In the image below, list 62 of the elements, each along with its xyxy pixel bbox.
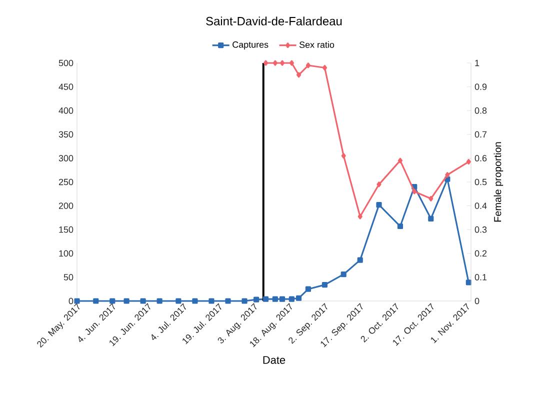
point bbox=[428, 216, 434, 222]
point bbox=[398, 158, 403, 164]
y2-tick-label: 0.1 bbox=[474, 274, 487, 280]
point bbox=[340, 272, 346, 278]
point bbox=[412, 188, 417, 194]
y-tick-label: 100 bbox=[59, 250, 74, 257]
y-tick-label: 50 bbox=[64, 274, 74, 280]
point bbox=[272, 60, 278, 66]
y2-tick-label: 0.8 bbox=[474, 107, 487, 114]
y2-tick-label: 0.4 bbox=[474, 202, 487, 209]
point bbox=[357, 257, 363, 263]
point bbox=[397, 223, 404, 230]
y-tick-label: 250 bbox=[58, 178, 74, 186]
point bbox=[445, 172, 450, 178]
chart-title: Saint-David-de-Falardeau bbox=[206, 16, 342, 26]
y-tick-label: 0 bbox=[68, 298, 74, 304]
legend-label: Captures bbox=[232, 41, 268, 50]
x-axis-title: Date bbox=[263, 356, 286, 364]
point bbox=[279, 296, 286, 302]
point bbox=[93, 298, 99, 304]
point bbox=[74, 298, 80, 304]
y2-tick-label: 0 bbox=[474, 298, 480, 304]
point bbox=[376, 202, 382, 208]
point bbox=[192, 298, 198, 304]
point bbox=[272, 296, 278, 302]
y2-tick-label: 1 bbox=[475, 60, 480, 66]
point bbox=[306, 62, 311, 68]
point bbox=[305, 286, 312, 292]
point bbox=[376, 182, 382, 188]
y2-tick-label: 0.6 bbox=[474, 155, 487, 162]
point bbox=[288, 296, 294, 302]
point bbox=[428, 196, 434, 202]
point bbox=[110, 298, 116, 304]
point bbox=[289, 60, 294, 66]
point bbox=[263, 60, 268, 66]
y2-tick-label: 0.5 bbox=[474, 178, 487, 186]
point bbox=[225, 298, 231, 304]
y2-tick-label: 0.7 bbox=[474, 131, 487, 138]
y-tick-label: 300 bbox=[58, 155, 74, 162]
point bbox=[296, 295, 302, 301]
y2-tick-label: 0.3 bbox=[474, 226, 487, 233]
y-tick-label: 450 bbox=[58, 84, 74, 90]
y-tick-label: 500 bbox=[58, 60, 74, 66]
y-tick-label: 400 bbox=[58, 107, 74, 114]
point bbox=[322, 282, 328, 288]
y2-tick-label: 0.9 bbox=[474, 84, 487, 90]
point bbox=[254, 296, 260, 302]
point bbox=[262, 296, 269, 302]
legend-label: Sex ratio bbox=[299, 41, 334, 48]
point bbox=[466, 158, 471, 165]
point bbox=[358, 214, 362, 220]
y-tick-label: 150 bbox=[59, 226, 74, 233]
y-tick-label: 200 bbox=[58, 202, 74, 209]
point bbox=[296, 72, 302, 78]
point bbox=[341, 153, 346, 159]
point bbox=[322, 64, 328, 71]
y-tick-label: 350 bbox=[58, 131, 74, 138]
point bbox=[280, 60, 285, 66]
y2-axis-title: Female proportion bbox=[494, 142, 504, 222]
y2-tick-label: 0.2 bbox=[474, 250, 487, 257]
point bbox=[156, 298, 162, 304]
point bbox=[124, 298, 130, 304]
